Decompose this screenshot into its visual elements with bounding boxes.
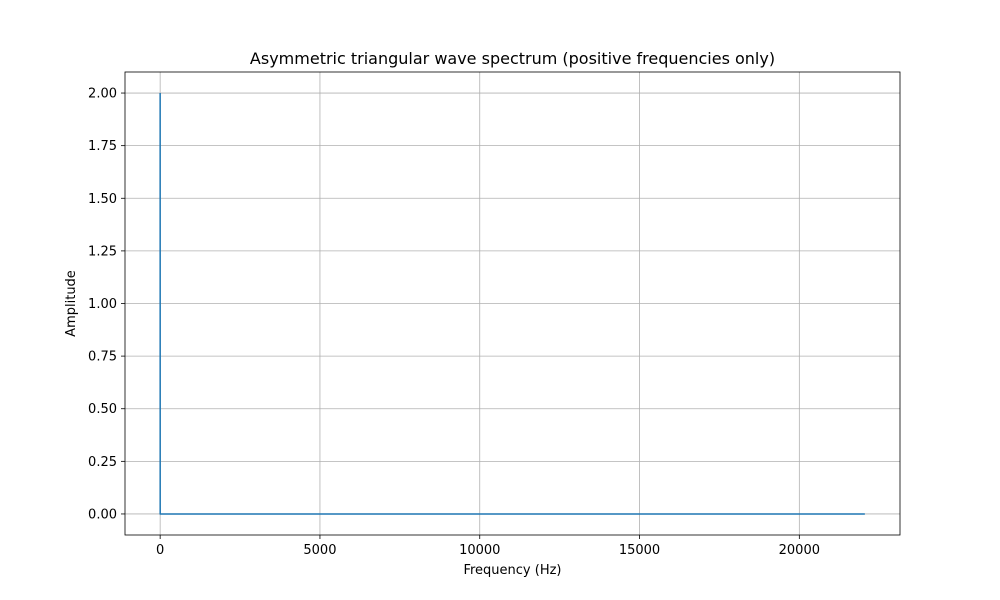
y-tick-label: 0.50 bbox=[88, 402, 117, 417]
y-tick-label: 0.00 bbox=[88, 507, 117, 522]
y-tick-label: 2.00 bbox=[88, 87, 117, 102]
x-tick-label: 10000 bbox=[459, 543, 500, 558]
plot-series bbox=[159, 93, 865, 515]
y-tick-label: 1.50 bbox=[88, 192, 117, 207]
x-tick-label: 20000 bbox=[779, 543, 820, 558]
chart-title: Asymmetric triangular wave spectrum (pos… bbox=[250, 49, 775, 68]
y-axis-label: Amplitude bbox=[64, 270, 79, 337]
x-axis-label: Frequency (Hz) bbox=[463, 563, 561, 578]
y-tick-label: 1.00 bbox=[88, 297, 117, 312]
y-tick-label: 0.75 bbox=[88, 350, 117, 365]
y-tick-label: 0.25 bbox=[88, 455, 117, 470]
y-tick-label: 1.75 bbox=[88, 139, 117, 154]
y-tick-label: 1.25 bbox=[88, 244, 117, 259]
x-axis-ticks: 0 5000 10000 15000 20000 bbox=[156, 535, 820, 558]
spectrum-line bbox=[159, 93, 865, 515]
x-tick-label: 15000 bbox=[619, 543, 660, 558]
x-tick-label: 0 bbox=[156, 543, 164, 558]
x-tick-label: 5000 bbox=[303, 543, 336, 558]
y-axis-ticks: 0.00 0.25 0.50 0.75 1.00 1.25 1.50 1.75 2.00 bbox=[88, 87, 125, 522]
